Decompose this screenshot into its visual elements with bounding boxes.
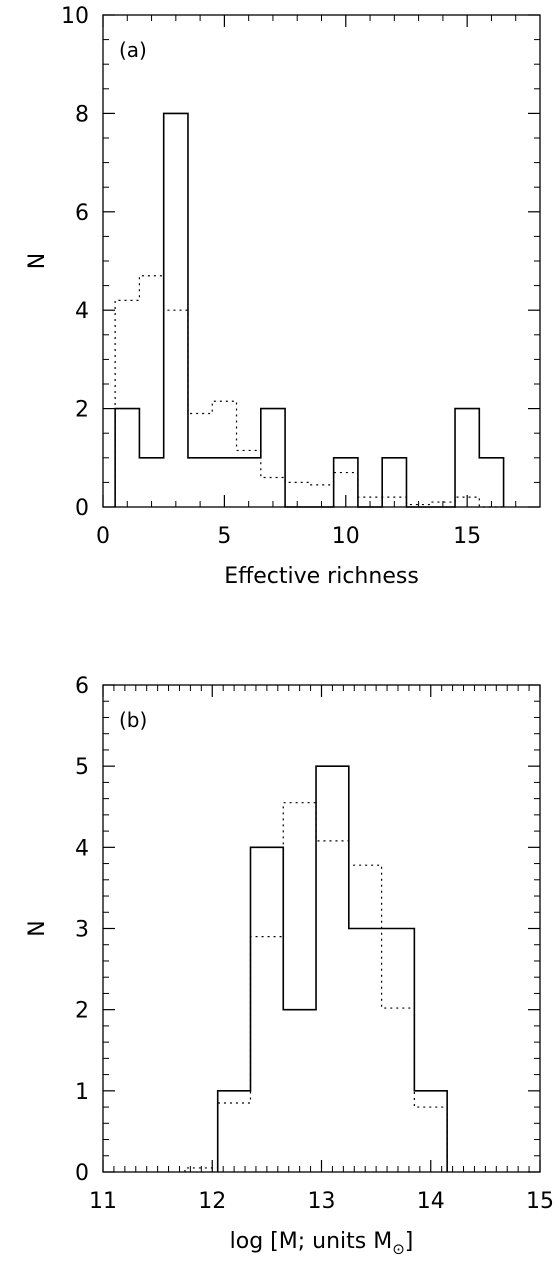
- plot-frame: [102, 14, 541, 508]
- y-axis-title: N: [25, 920, 50, 936]
- y-tick-label: 2: [75, 999, 89, 1024]
- x-axis-title: log [M; units M⊙]: [230, 1229, 414, 1258]
- histogram-solid: [114, 112, 505, 508]
- y-tick-label: 6: [75, 201, 89, 226]
- histogram-solid: [216, 765, 448, 1172]
- y-tick-label: 3: [75, 918, 89, 943]
- panel-label: (a): [119, 38, 147, 62]
- x-tick-label: 10: [332, 524, 360, 549]
- x-tick-label: 13: [308, 1189, 336, 1214]
- y-axis-title: N: [25, 253, 50, 269]
- x-tick-label: 0: [96, 524, 110, 549]
- x-tick-label: 12: [198, 1189, 226, 1214]
- y-tick-label: 5: [75, 755, 89, 780]
- y-tick-label: 0: [75, 496, 89, 521]
- y-tick-label: 4: [75, 836, 89, 861]
- plot-frame: [102, 684, 541, 1173]
- y-tick-label: 4: [75, 299, 89, 324]
- y-tick-label: 2: [75, 398, 89, 423]
- y-tick-label: 6: [75, 674, 89, 699]
- x-tick-label: 15: [526, 1189, 554, 1214]
- histogram-dotted: [114, 275, 504, 508]
- x-tick-label: 5: [217, 524, 231, 549]
- y-tick-label: 0: [75, 1161, 89, 1186]
- panel-label: (b): [119, 708, 147, 732]
- y-tick-label: 8: [75, 102, 89, 127]
- x-axis-title: Effective richness: [224, 564, 419, 589]
- histogram-dotted: [184, 802, 448, 1172]
- panel-a: 0 2 4 6 8 10 0 5 10 15 (a) N Effective richness: [25, 4, 541, 589]
- y-tick-label: 10: [61, 4, 89, 29]
- y-tick-label: 1: [75, 1080, 89, 1105]
- x-tick-label: 11: [89, 1189, 117, 1214]
- x-tick-label: 15: [453, 524, 481, 549]
- x-tick-label: 14: [417, 1189, 445, 1214]
